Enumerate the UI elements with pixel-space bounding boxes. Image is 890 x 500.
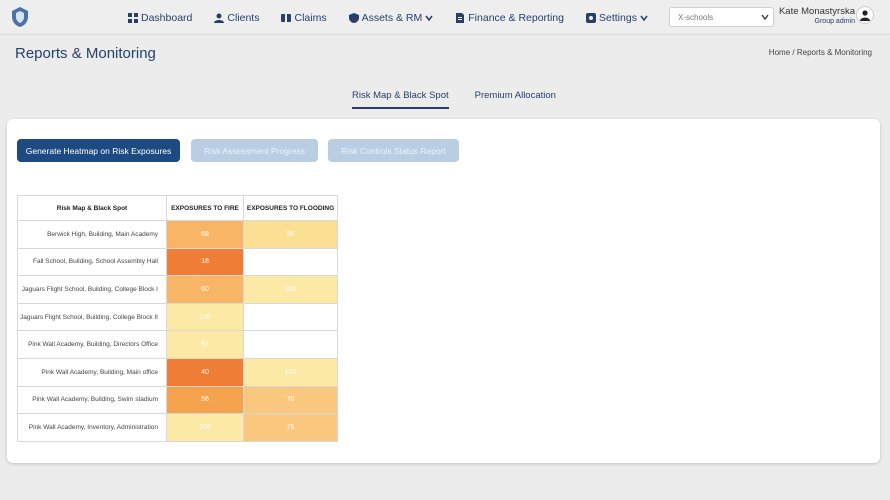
row-label: Jaguars Flight School, Building, College… xyxy=(17,302,167,332)
user-icon xyxy=(214,13,225,23)
risk-heatmap-table: Risk Map & Black Spot EXPOSURES TO FIRE … xyxy=(17,195,338,442)
chevron-down-icon xyxy=(425,15,433,21)
flood-cell xyxy=(243,302,338,332)
row-label: Pink Wall Academy, Building, Main office xyxy=(17,357,167,387)
user-info[interactable]: Kate Monastyrska Group admin xyxy=(760,6,855,25)
fire-cell: 100 xyxy=(166,302,244,332)
header-risk-map: Risk Map & Black Spot xyxy=(17,195,167,221)
main-nav: Dashboard Clients Claims Assets & RM Fin… xyxy=(128,0,670,35)
report-tabs: Risk Map & Black Spot Premium Allocation xyxy=(352,90,582,109)
breadcrumb-current: Reports & Monitoring xyxy=(796,48,872,57)
nav-claims[interactable]: Claims xyxy=(281,11,327,24)
header-exposures-fire: EXPOSURES TO FIRE xyxy=(166,195,244,221)
dashboard-icon xyxy=(128,12,138,23)
flood-cell: 90 xyxy=(243,220,338,249)
nav-clients-label: Clients xyxy=(227,11,260,24)
nav-claims-label: Claims xyxy=(294,11,327,24)
gear-icon xyxy=(586,12,596,23)
top-navigation-bar: Dashboard Clients Claims Assets & RM Fin… xyxy=(0,0,890,35)
claims-icon xyxy=(281,13,292,22)
fire-cell: 68 xyxy=(166,220,244,249)
nav-dashboard-label: Dashboard xyxy=(141,11,193,24)
breadcrumb: Home / Reports & Monitoring xyxy=(769,48,872,57)
shield-icon xyxy=(348,12,359,23)
nav-clients[interactable]: Clients xyxy=(214,12,259,24)
user-avatar-icon xyxy=(860,10,870,21)
table-row: Pink Wall Academy, Building, Swim stadiu… xyxy=(17,385,338,415)
row-label: Pink Wall Academy, Building, Swim stadiu… xyxy=(17,385,167,415)
table-row: Pink Wall Academy, Building, Directors O… xyxy=(17,330,338,359)
row-label: Berwick High, Building, Main Academy xyxy=(17,220,167,249)
fire-cell: 40 xyxy=(166,357,244,387)
table-row: Pink Wall Academy, Inventory, Administra… xyxy=(17,413,338,442)
generate-heatmap-button[interactable]: Generate Heatmap on Risk Exposures xyxy=(17,139,180,162)
avatar[interactable] xyxy=(856,6,874,24)
table-row: Jaguars Flight School, Building, College… xyxy=(17,302,338,332)
table-header-row: Risk Map & Black Spot EXPOSURES TO FIRE … xyxy=(17,195,338,221)
tab-premium-allocation[interactable]: Premium Allocation xyxy=(474,90,556,101)
fire-cell: 97 xyxy=(166,330,244,359)
nav-assets-rm-label: Assets & RM xyxy=(361,11,423,24)
document-icon xyxy=(456,12,465,23)
table-row: Pink Wall Academy, Building, Main office… xyxy=(17,357,338,387)
school-select[interactable]: X-schools xyxy=(669,7,774,27)
user-name: Kate Monastyrska xyxy=(778,6,855,17)
flood-cell xyxy=(243,330,338,359)
breadcrumb-separator: / xyxy=(792,48,795,57)
risk-controls-status-report-button[interactable]: Risk Controls Status Report xyxy=(328,139,459,162)
shield-logo-icon[interactable] xyxy=(8,5,32,29)
school-select-value: X-schools xyxy=(678,12,714,22)
row-label: Pink Wall Academy, Building, Directors O… xyxy=(17,330,167,359)
chevron-down-icon xyxy=(640,15,648,21)
flood-cell xyxy=(243,247,338,277)
flood-cell: 100 xyxy=(243,275,338,304)
chevron-down-icon xyxy=(761,14,769,21)
row-label: Fall School, Building, School Assembly H… xyxy=(17,247,167,277)
nav-assets-rm[interactable]: Assets & RM xyxy=(348,11,434,24)
tab-risk-map-black-spot[interactable]: Risk Map & Black Spot xyxy=(352,90,449,109)
fire-cell: 100 xyxy=(166,413,244,442)
fire-cell: 60 xyxy=(166,275,244,304)
nav-settings[interactable]: Settings xyxy=(586,12,648,24)
nav-settings-label: Settings xyxy=(599,11,637,24)
fire-cell: 18 xyxy=(166,247,244,277)
table-row: Jaguars Flight School, Building, College… xyxy=(17,275,338,304)
table-row: Berwick High, Building, Main Academy 68 … xyxy=(17,220,338,249)
flood-cell: 100 xyxy=(243,357,338,387)
report-card: Generate Heatmap on Risk Exposures Risk … xyxy=(7,119,880,463)
row-label: Pink Wall Academy, Inventory, Administra… xyxy=(17,413,167,442)
nav-finance-reporting-label: Finance & Reporting xyxy=(468,11,564,24)
user-role: Group admin xyxy=(814,18,855,25)
flood-cell: 70 xyxy=(243,385,338,415)
nav-dashboard[interactable]: Dashboard xyxy=(128,12,192,24)
row-label: Jaguars Flight School, Building, College… xyxy=(17,275,167,304)
page-title: Reports & Monitoring xyxy=(15,45,156,62)
fire-cell: 56 xyxy=(166,385,244,415)
risk-assessment-progress-button[interactable]: Risk Assessment Progress xyxy=(191,139,318,162)
nav-finance-reporting[interactable]: Finance & Reporting xyxy=(455,12,564,24)
header-exposures-flooding: EXPOSURES TO FLOODING xyxy=(243,195,338,221)
breadcrumb-home[interactable]: Home xyxy=(768,48,791,57)
flood-cell: 75 xyxy=(243,413,338,442)
table-row: Fall School, Building, School Assembly H… xyxy=(17,247,338,277)
